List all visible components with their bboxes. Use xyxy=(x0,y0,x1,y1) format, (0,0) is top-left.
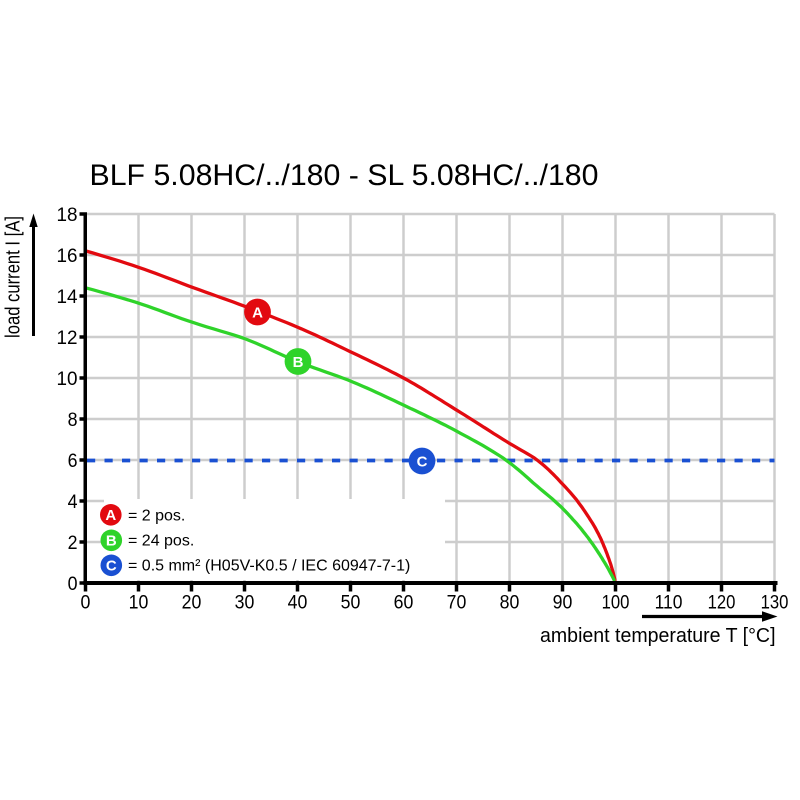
svg-text:20: 20 xyxy=(182,593,202,614)
svg-text:B: B xyxy=(106,533,117,550)
svg-text:= 0.5 mm² (H05V-K0.5 / IEC 609: = 0.5 mm² (H05V-K0.5 / IEC 60947-7-1) xyxy=(128,558,410,575)
svg-text:6: 6 xyxy=(68,451,78,472)
svg-text:A: A xyxy=(252,304,263,321)
svg-text:2: 2 xyxy=(68,533,78,554)
svg-text:70: 70 xyxy=(447,593,467,614)
svg-text:C: C xyxy=(106,558,117,575)
svg-text:40: 40 xyxy=(288,593,308,614)
svg-text:130: 130 xyxy=(761,593,789,614)
svg-text:B: B xyxy=(293,354,304,371)
svg-text:BLF 5.08HC/../180 - SL 5.08HC/: BLF 5.08HC/../180 - SL 5.08HC/../180 xyxy=(90,159,599,192)
svg-text:14: 14 xyxy=(57,287,78,308)
svg-text:120: 120 xyxy=(708,593,736,614)
svg-text:ambient temperature T [°C]: ambient temperature T [°C] xyxy=(540,625,776,647)
svg-text:60: 60 xyxy=(394,593,414,614)
svg-text:18: 18 xyxy=(57,205,78,226)
svg-text:50: 50 xyxy=(341,593,361,614)
svg-text:C: C xyxy=(417,453,428,470)
svg-text:0: 0 xyxy=(68,574,78,595)
svg-text:110: 110 xyxy=(655,593,683,614)
svg-text:90: 90 xyxy=(553,593,573,614)
svg-text:10: 10 xyxy=(57,369,78,390)
svg-text:10: 10 xyxy=(129,593,149,614)
svg-text:= 24 pos.: = 24 pos. xyxy=(128,533,194,550)
svg-text:80: 80 xyxy=(500,593,520,614)
svg-text:0: 0 xyxy=(81,593,91,614)
svg-text:12: 12 xyxy=(57,328,78,349)
svg-text:= 2 pos.: = 2 pos. xyxy=(128,508,185,525)
svg-text:4: 4 xyxy=(68,492,78,513)
svg-text:A: A xyxy=(105,507,116,524)
svg-text:100: 100 xyxy=(602,593,630,614)
svg-text:16: 16 xyxy=(57,246,78,267)
svg-text:load current I [A]: load current I [A] xyxy=(3,216,25,338)
svg-text:30: 30 xyxy=(235,593,255,614)
svg-text:8: 8 xyxy=(68,410,78,431)
